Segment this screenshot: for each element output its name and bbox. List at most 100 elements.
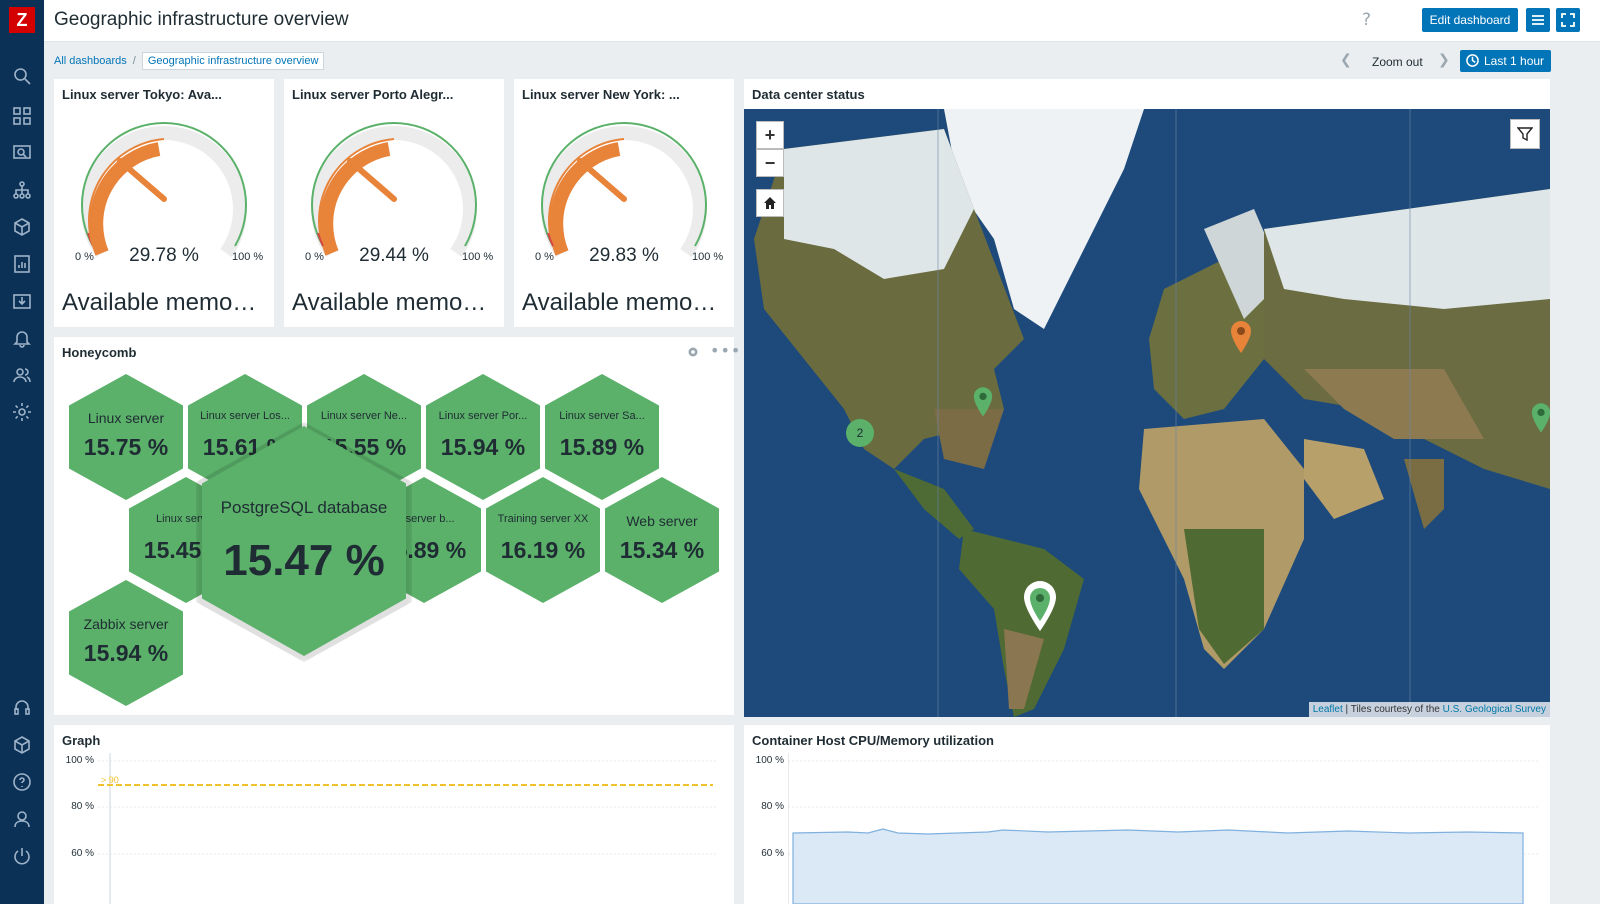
map-marker-ok[interactable] [972, 385, 994, 417]
monitoring-icon[interactable] [10, 141, 34, 165]
time-back-arrow-icon[interactable]: ❮ [1340, 52, 1352, 68]
cell-value: 15.34 % [619, 537, 705, 563]
gauge-min: 0 % [535, 251, 554, 263]
map-zoom-out-button[interactable]: − [756, 149, 784, 177]
zoom-out-button[interactable]: Zoom out [1372, 55, 1423, 69]
help-button[interactable]: ? [1362, 10, 1372, 30]
edit-dashboard-button[interactable]: Edit dashboard [1422, 8, 1518, 32]
help-icon[interactable] [10, 770, 34, 794]
map-marker-ok[interactable] [1530, 401, 1550, 433]
map-filter-button[interactable] [1510, 119, 1540, 149]
gauge-description: Available memo… [522, 289, 717, 316]
leaflet-link[interactable]: Leaflet [1312, 704, 1343, 715]
cell-value: 16.19 % [500, 537, 586, 563]
graph-plot[interactable] [98, 753, 718, 904]
cell-value: 15.75 % [83, 434, 169, 460]
attribution-text: | Tiles courtesy of the [1342, 704, 1443, 715]
header: Geographic infrastructure overview ? Edi… [44, 0, 1600, 42]
map-marker-warning[interactable] [1229, 319, 1253, 353]
map-home-button[interactable] [756, 189, 784, 217]
honeycomb-cell[interactable]: Zabbix server 15.94 % [69, 580, 183, 706]
dashboards-icon[interactable] [10, 104, 34, 128]
administration-gear-icon[interactable] [10, 400, 34, 424]
map-widget: Data center status [744, 79, 1550, 717]
gauge-title: Linux server Tokyo: Ava... [62, 87, 222, 102]
map-tiles [744, 109, 1550, 717]
map-marker-selected[interactable] [1022, 579, 1058, 631]
cell-value: 15.47 % [223, 536, 385, 585]
y-tick-label: 80 % [761, 801, 784, 812]
cell-value: 15.94 % [83, 640, 169, 666]
cell-label: Training server XX [497, 513, 589, 525]
integrations-icon[interactable] [10, 733, 34, 757]
container-graph-widget: Container Host CPU/Memory utilization 10… [744, 725, 1550, 904]
cell-label: Linux server [87, 410, 165, 426]
cell-value: 15.89 % [559, 434, 645, 460]
actions-menu-button[interactable] [1526, 8, 1550, 32]
honeycomb-cell[interactable]: Web server 15.34 % [605, 477, 719, 603]
graph-title: Graph [62, 733, 101, 748]
cell-label: PostgreSQL database [220, 498, 388, 517]
gauge-widget-porto-alegre[interactable]: Linux server Porto Alegr... 0 % 29.44 % … [284, 79, 504, 327]
cell-label: Linux server Ne... [320, 410, 408, 422]
usgs-link[interactable]: U.S. Geological Survey [1442, 704, 1546, 715]
data-collection-icon[interactable] [10, 289, 34, 313]
fullscreen-icon [1561, 13, 1575, 27]
cell-value: 15.94 % [440, 434, 526, 460]
gear-icon[interactable] [686, 345, 700, 359]
gauge-description: Available memo… [292, 289, 487, 316]
cell-label: Web server [626, 513, 698, 529]
gauge-value: 29.83 % [589, 245, 659, 266]
honeycomb-cell[interactable]: Linux server 15.75 % [69, 374, 183, 500]
y-tick-label: 100 % [65, 755, 94, 766]
map-title: Data center status [752, 87, 865, 102]
gauge-max: 100 % [232, 251, 264, 263]
users-icon[interactable] [10, 363, 34, 387]
gauge-widget-new-york[interactable]: Linux server New York: ... 0 % 29.83 % 1… [514, 79, 734, 327]
honeycomb-cell[interactable]: Training server XX 16.19 % [486, 477, 600, 603]
clock-icon [1466, 54, 1479, 67]
container-graph-title: Container Host CPU/Memory utilization [752, 733, 994, 748]
cell-label: Linux server Los... [200, 410, 290, 422]
world-map[interactable]: + − 2 Leaflet | Tiles courtesy of the U.… [744, 109, 1550, 717]
user-settings-icon[interactable] [10, 807, 34, 831]
time-forward-arrow-icon[interactable]: ❯ [1438, 52, 1450, 68]
zabbix-logo[interactable]: Z [9, 7, 35, 33]
map-cluster-marker[interactable]: 2 [846, 419, 874, 447]
graph-widget: Graph 100 % 80 % 60 % > 90 [54, 725, 734, 904]
gauge-title: Linux server Porto Alegr... [292, 87, 454, 102]
honeycomb-widget: Honeycomb ••• Linux server 15.75 % Linux … [54, 337, 740, 715]
cell-label: Linux server [156, 513, 216, 525]
gauge-value: 29.78 % [129, 245, 199, 266]
gauge-widget-tokyo[interactable]: Linux server Tokyo: Ava... 0 % 29.78 % 1… [54, 79, 274, 327]
container-graph-plot[interactable] [788, 753, 1538, 904]
search-icon[interactable] [10, 64, 34, 88]
honeycomb-cell[interactable]: Linux server Sa... 15.89 % [545, 374, 659, 500]
map-attribution: Leaflet | Tiles courtesy of the U.S. Geo… [1308, 702, 1550, 717]
gauge-min: 0 % [75, 251, 94, 263]
inventory-icon[interactable] [10, 215, 34, 239]
trigger-label: > 90 [101, 775, 119, 785]
breadcrumb-separator: / [132, 55, 136, 67]
sidebar: Z [0, 0, 44, 904]
time-range-label: Last 1 hour [1484, 54, 1545, 68]
gauge-dial [311, 121, 477, 258]
reports-icon[interactable] [10, 252, 34, 276]
filter-icon [1517, 127, 1533, 142]
support-headset-icon[interactable] [10, 696, 34, 720]
more-options-icon[interactable]: ••• [710, 341, 742, 360]
services-icon[interactable] [10, 178, 34, 202]
sign-out-icon[interactable] [10, 844, 34, 868]
time-range-button[interactable]: Last 1 hour [1460, 50, 1551, 72]
hamburger-icon [1532, 15, 1544, 25]
map-zoom-in-button[interactable]: + [756, 121, 784, 149]
page-title: Geographic infrastructure overview [54, 9, 349, 30]
breadcrumb-all-dashboards[interactable]: All dashboards [54, 55, 127, 67]
gauge-dial [541, 121, 707, 258]
honeycomb-cell[interactable]: Linux server Por... 15.94 % [426, 374, 540, 500]
fullscreen-button[interactable] [1556, 8, 1580, 32]
cell-label: at server b... [393, 513, 455, 525]
alerts-icon[interactable] [10, 326, 34, 350]
breadcrumb-current[interactable]: Geographic infrastructure overview [141, 52, 325, 70]
honeycomb-title: Honeycomb [62, 345, 137, 360]
